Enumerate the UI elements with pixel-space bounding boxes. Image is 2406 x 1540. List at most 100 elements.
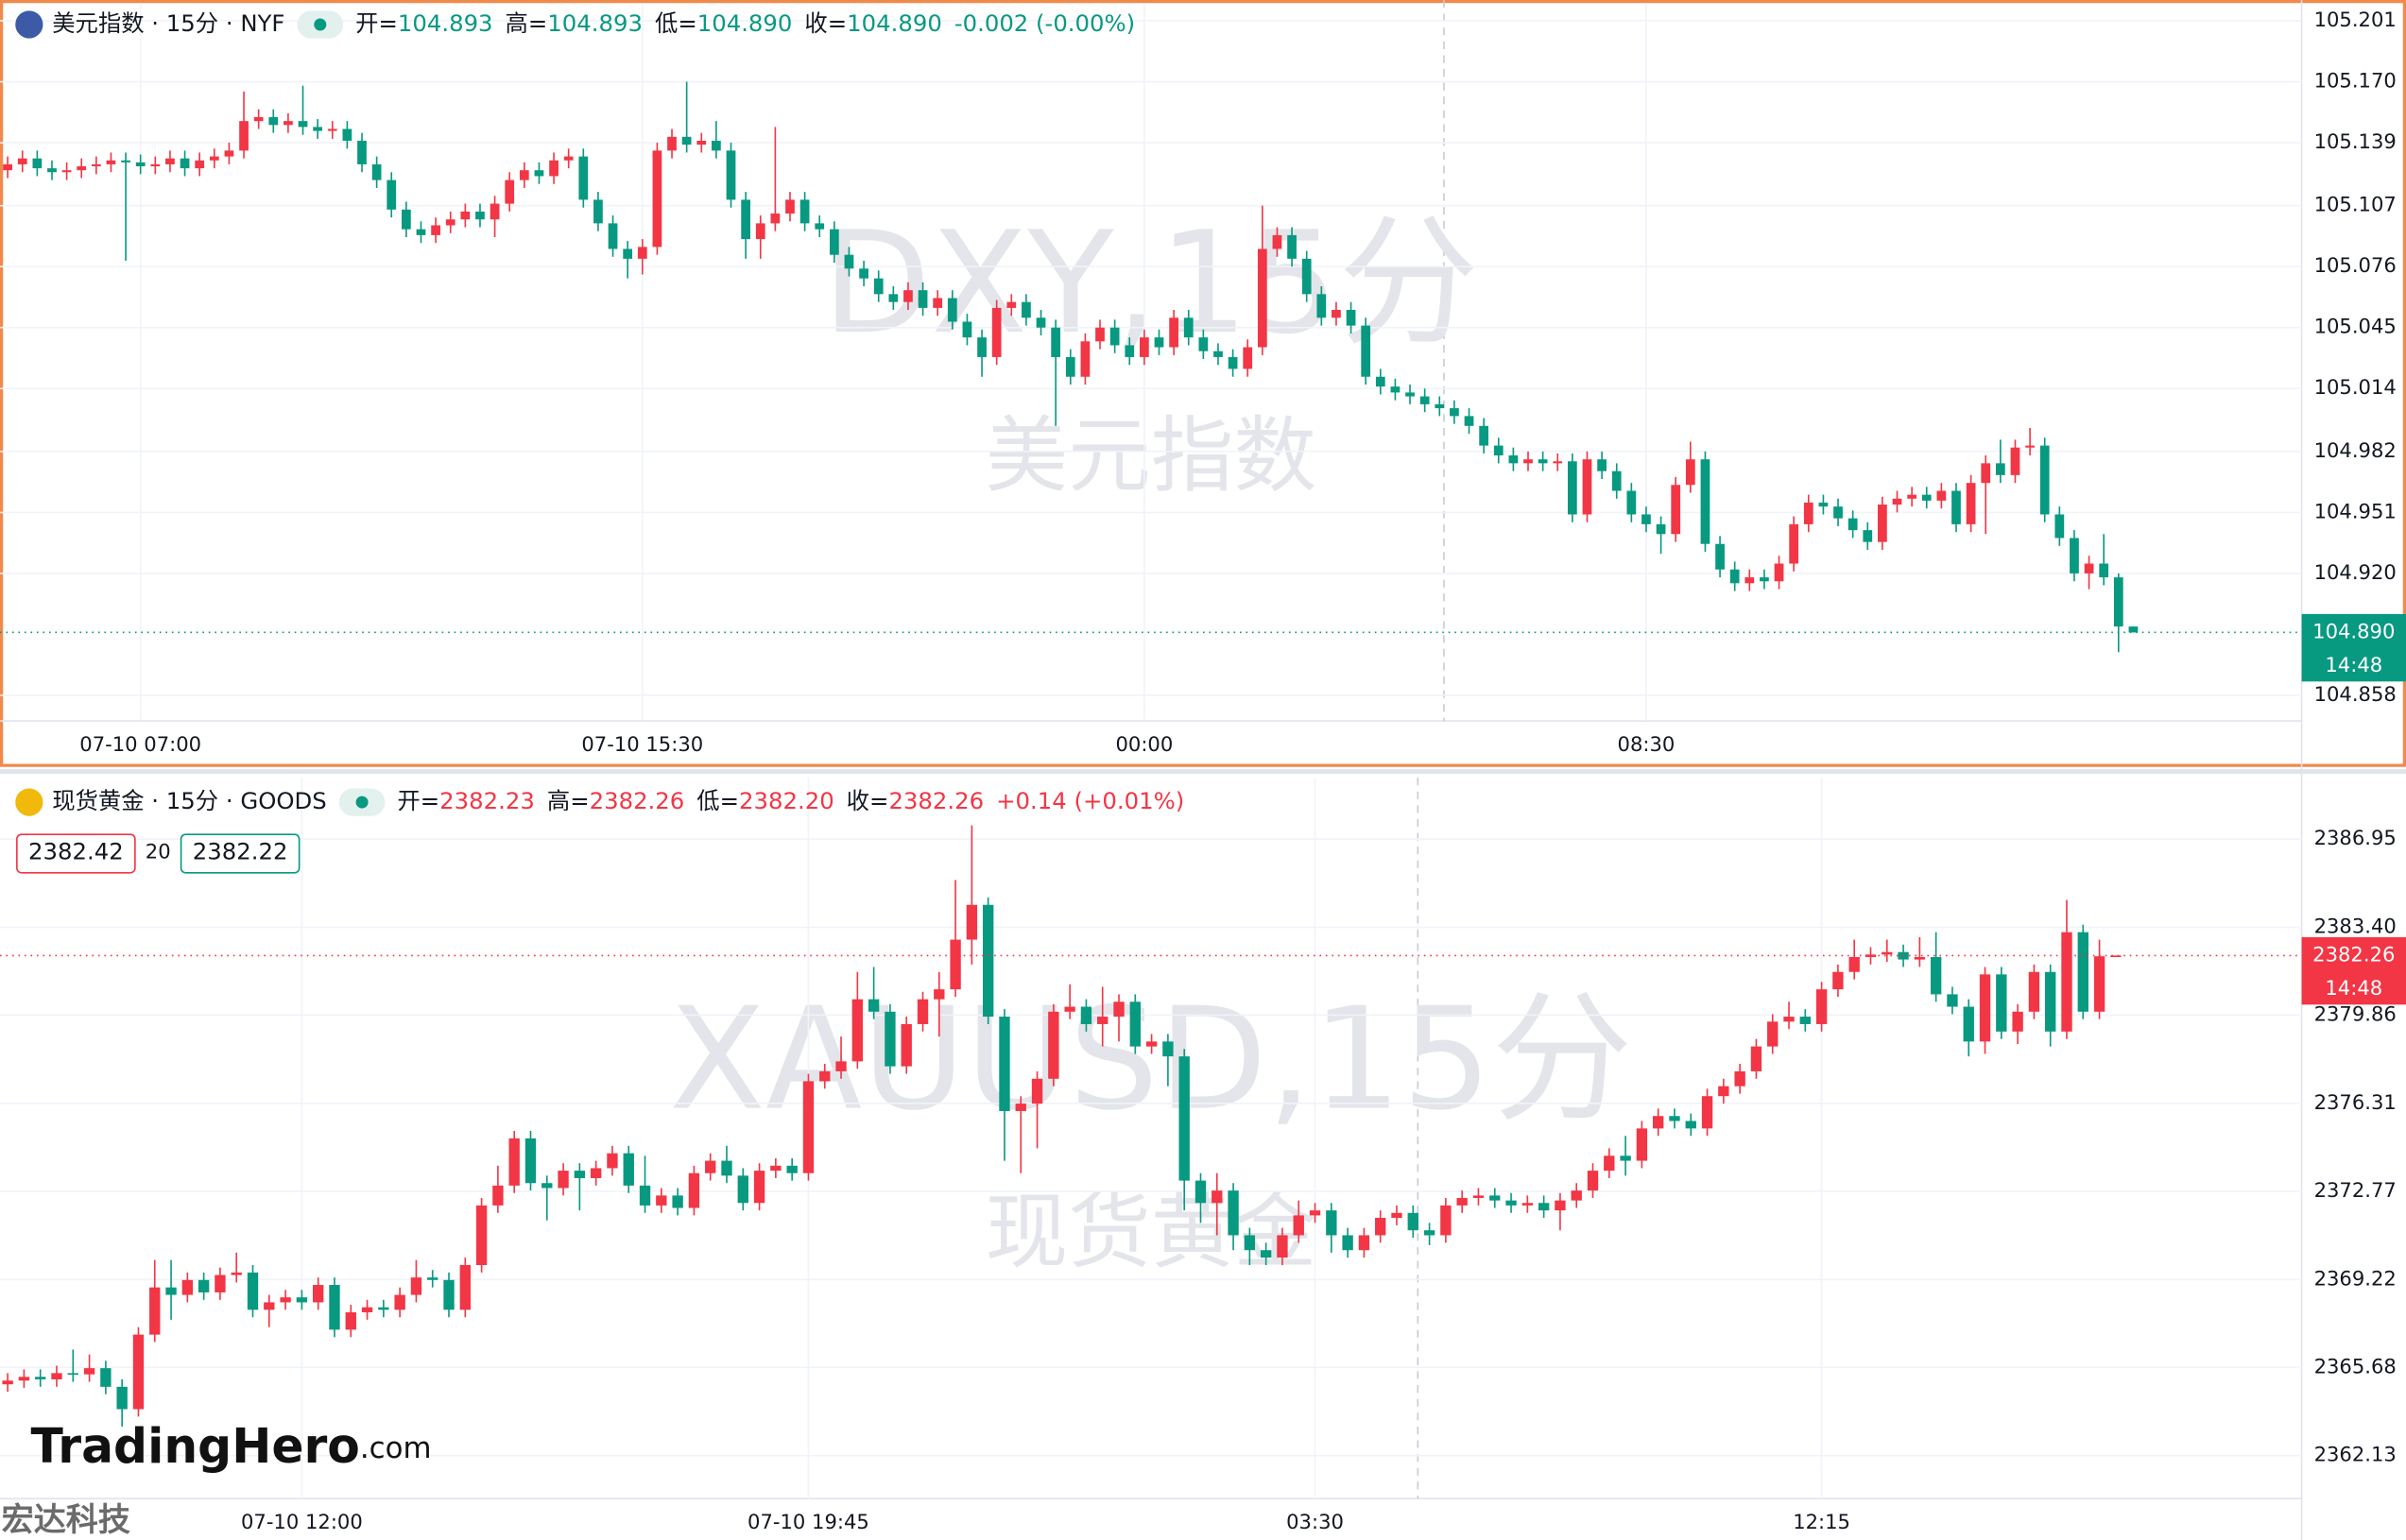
candle-body — [519, 170, 529, 180]
candle-body — [1293, 1215, 1304, 1236]
candle-body — [357, 140, 367, 164]
candle-body — [608, 223, 618, 249]
spread: 20 — [146, 840, 171, 864]
candle-body — [1346, 309, 1356, 326]
candle-body — [1930, 956, 1942, 995]
candle-body — [51, 1373, 62, 1379]
candle-body — [1129, 1001, 1141, 1047]
brand-sub: 宏达科技 — [2, 1501, 130, 1539]
candle-body — [508, 1138, 520, 1186]
candle-body — [268, 116, 279, 126]
candle-body — [77, 166, 87, 171]
candle-body — [933, 298, 943, 308]
candle-body — [345, 1311, 356, 1330]
candle-body — [165, 1287, 177, 1295]
candle-body — [844, 254, 854, 269]
candle-body — [2012, 1011, 2023, 1032]
brand-name: TradingHero.com — [30, 1418, 431, 1474]
candle-body — [1981, 463, 1991, 484]
candle-body — [859, 268, 868, 279]
watermark-sub: 美元指数 — [985, 408, 1316, 505]
candle-body — [100, 1368, 112, 1387]
candle-body — [2084, 563, 2094, 573]
candle-body — [378, 1307, 389, 1310]
brand-suffix: .com — [360, 1431, 432, 1465]
x-tick-label: 00:00 — [1115, 732, 1173, 756]
candle-body — [209, 156, 219, 161]
candle-body — [802, 1081, 815, 1173]
candle-body — [298, 121, 308, 128]
candle-body — [2113, 577, 2123, 627]
candle-body — [1183, 317, 1194, 338]
candle-body — [1611, 471, 1622, 491]
candle-body — [1505, 1200, 1517, 1206]
candle-body — [460, 211, 471, 220]
ohlc-legend: 开=2382.23 高=2382.26 低=2382.20 收=2382.26 +0.1… — [397, 787, 1184, 814]
candle-body — [1783, 1017, 1795, 1022]
y-tick-label: 105.107 — [2314, 193, 2397, 216]
candle-body — [253, 116, 264, 122]
buy-price: 2382.22 — [193, 838, 288, 865]
watermark: DXY,15分 — [822, 201, 1480, 366]
last-price-tag — [2301, 936, 2406, 1005]
candle-body — [1789, 523, 1799, 564]
sell-button[interactable] — [16, 833, 136, 874]
y-tick-label: 2372.77 — [2314, 1178, 2397, 1202]
buy-button[interactable] — [180, 833, 301, 874]
candle-body — [1095, 327, 1105, 342]
candle-body — [799, 199, 810, 224]
candle-body — [1407, 1212, 1418, 1231]
candle-body — [885, 1011, 896, 1067]
candle-body — [1508, 455, 1519, 464]
candle-body — [371, 163, 382, 180]
candle-body — [1065, 356, 1075, 377]
candle-body — [313, 127, 323, 131]
candle-body — [623, 248, 633, 259]
candle-body — [637, 247, 647, 259]
candle-body — [492, 1185, 504, 1206]
candle-body — [17, 158, 27, 164]
candle-body — [1636, 1128, 1648, 1161]
candle-body — [1750, 1046, 1762, 1071]
candle-body — [505, 180, 515, 204]
candle-body — [150, 163, 161, 167]
candle-body — [2039, 445, 2050, 515]
y-tick-label: 2369.22 — [2314, 1266, 2397, 1290]
brand-name: TradingHero — [30, 1418, 359, 1474]
candle-body — [1979, 974, 1991, 1042]
candle-body — [1571, 1190, 1582, 1201]
candle-body — [135, 162, 146, 167]
candle-body — [999, 1017, 1010, 1111]
candle-body — [868, 999, 880, 1012]
candle-body — [1036, 317, 1046, 328]
candle-body — [835, 1061, 847, 1071]
candle-body — [1914, 956, 1926, 960]
candle-body — [639, 1185, 651, 1206]
candle-body — [991, 307, 1002, 357]
candle-body — [1080, 1006, 1092, 1024]
ohlc-label: 开= — [355, 9, 398, 37]
ohlc-value: 2382.20 — [739, 787, 834, 814]
candle-body — [312, 1285, 324, 1303]
candle-body — [1669, 1116, 1680, 1121]
ohlc-value: 2382.26 — [888, 787, 984, 814]
candle-body — [1109, 327, 1120, 346]
candle-body — [1685, 459, 1695, 486]
header: 现货黄金 · 15分 · GOODS — [52, 787, 327, 814]
countdown-label: 14:48 — [2325, 653, 2382, 676]
candle-body — [1555, 1200, 1566, 1211]
candle-body — [1051, 327, 1061, 357]
candle-body — [1097, 1017, 1108, 1024]
candle-body — [327, 128, 337, 131]
ohlc-label: 开= — [397, 787, 439, 814]
x-tick-label: 07-10 07:00 — [79, 732, 201, 756]
candle-body — [593, 199, 603, 224]
candle-body — [672, 1195, 683, 1208]
candle-body — [947, 298, 957, 322]
candle-body — [35, 1377, 46, 1379]
candle-body — [1435, 403, 1445, 409]
